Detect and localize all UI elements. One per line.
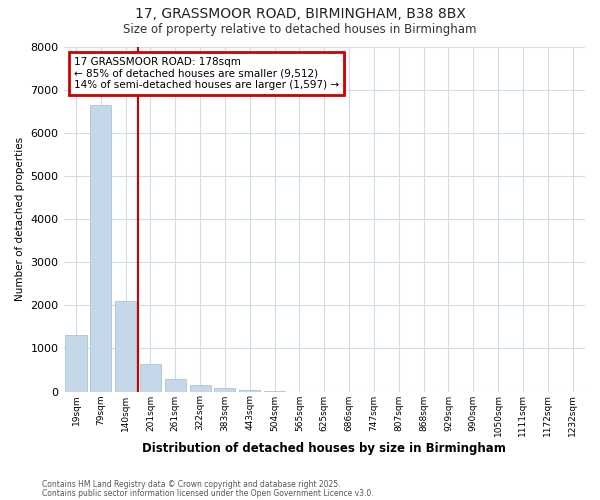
X-axis label: Distribution of detached houses by size in Birmingham: Distribution of detached houses by size … (142, 442, 506, 455)
Bar (115, 301, 136, 392)
Text: 17 GRASSMOOR ROAD: 178sqm
← 85% of detached houses are smaller (9,512)
14% of se: 17 GRASSMOOR ROAD: 178sqm ← 85% of detac… (74, 57, 339, 90)
Y-axis label: Number of detached properties: Number of detached properties (15, 137, 25, 301)
Bar (165, 378, 186, 392)
Bar (214, 388, 235, 392)
Text: 17, GRASSMOOR ROAD, BIRMINGHAM, B38 8BX: 17, GRASSMOOR ROAD, BIRMINGHAM, B38 8BX (134, 8, 466, 22)
Bar (239, 390, 260, 392)
Text: Contains HM Land Registry data © Crown copyright and database right 2025.: Contains HM Land Registry data © Crown c… (42, 480, 341, 489)
Text: Size of property relative to detached houses in Birmingham: Size of property relative to detached ho… (123, 22, 477, 36)
Bar (65, 334, 86, 392)
Text: Contains public sector information licensed under the Open Government Licence v3: Contains public sector information licen… (42, 488, 374, 498)
Bar (140, 364, 161, 392)
Bar (190, 385, 211, 392)
Bar (90, 104, 112, 392)
